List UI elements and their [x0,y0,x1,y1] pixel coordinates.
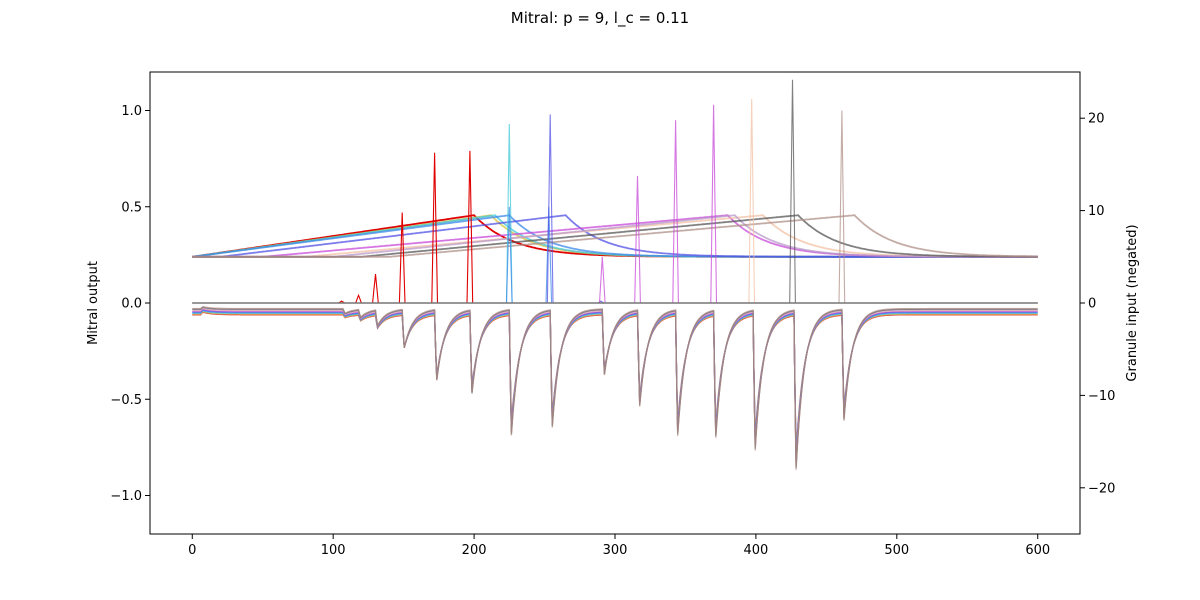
x-tick-label: 100 [321,543,346,558]
mitral-series-line [192,114,1038,304]
x-tick-label: 600 [1025,543,1050,558]
x-tick-label: 0 [188,543,196,558]
y2-tick-label: −10 [1088,389,1115,404]
y2-tick-label: −20 [1088,481,1115,496]
y-tick-label: 0.5 [121,200,142,215]
x-tick-label: 300 [603,543,628,558]
y-tick-label: −0.5 [110,393,142,408]
mitral-series-line [192,123,1038,304]
granule-pulse-line [192,306,1038,470]
y2-tick-label: 10 [1088,204,1105,219]
y2-axis-label: Granule input (negated) [1125,224,1140,381]
granule-pulse-line [192,310,1038,454]
mitral-series-line [192,110,1038,304]
mitral-series-line [192,104,1038,304]
y2-tick-label: 0 [1088,297,1096,312]
y-axis-label: Mitral output [86,261,101,345]
y-tick-label: 0.0 [121,297,142,312]
x-tick-label: 500 [884,543,909,558]
x-tick-label: 200 [462,543,487,558]
y-tick-label: 1.0 [121,104,142,119]
mitral-series-line [192,79,1038,304]
granule-series-line [192,214,1038,258]
x-tick-label: 400 [743,543,768,558]
plot-area [192,79,1038,470]
y2-tick-label: 20 [1088,112,1105,127]
chart-title: Mitral: p = 9, l_c = 0.11 [511,9,689,28]
series-group [192,79,1038,470]
granule-pulse-line [192,311,1038,451]
y-tick-label: −1.0 [110,489,142,504]
axes: 0 100 200 300 400 500 600−1.0−0.50.00.51.0−20−… [110,104,1115,558]
granule-pulse-line [192,310,1038,456]
granule-pulse-line [192,309,1038,458]
mitral-series-line [192,98,1038,304]
